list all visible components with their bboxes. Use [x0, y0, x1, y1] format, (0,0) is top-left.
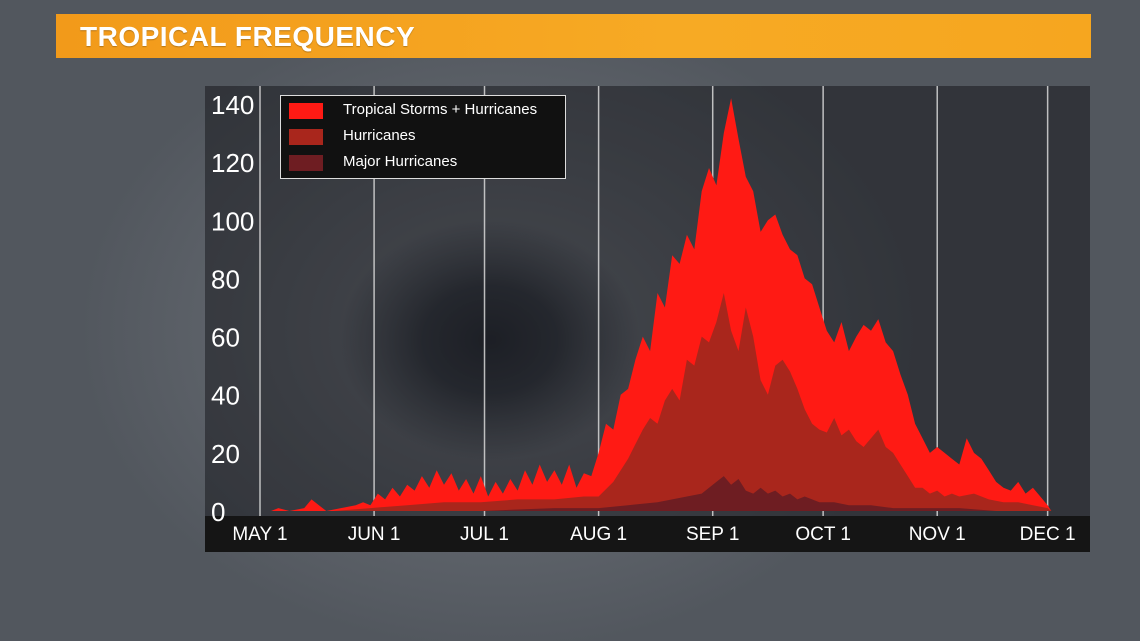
y-tick-label-40: 40	[211, 381, 240, 411]
x-tick-label-oct-1: OCT 1	[795, 524, 851, 545]
x-axis-band	[205, 516, 1090, 552]
area-series-major-hurricanes	[480, 476, 997, 511]
legend-swatch-hurricanes	[289, 129, 323, 145]
x-tick-label-jul-1: JUL 1	[460, 524, 509, 545]
legend-label-tropical-storms-hurricanes: Tropical Storms + Hurricanes	[343, 101, 538, 118]
y-tick-label-140: 140	[211, 90, 254, 120]
y-tick-label-20: 20	[211, 439, 240, 469]
x-tick-label-dec-1: DEC 1	[1020, 524, 1076, 545]
y-tick-label-120: 120	[211, 148, 254, 178]
x-tick-label-nov-1: NOV 1	[909, 524, 966, 545]
legend: Tropical Storms + Hurricanes Hurricanes …	[280, 95, 566, 179]
x-tick-label-jun-1: JUN 1	[348, 524, 401, 545]
area-series-tropical-storms-hurricanes	[271, 98, 1052, 511]
chart-svg: 0 20 40 60 80 100 120 140 MAY 1 JUN 1 JUL 1 AUG 1 SE…	[205, 86, 1090, 552]
legend-swatch-major-hurricanes	[289, 155, 323, 171]
legend-label-major-hurricanes: Major Hurricanes	[343, 153, 458, 170]
chart-panel: 0 20 40 60 80 100 120 140 MAY 1 JUN 1 JUL 1 AUG 1 SE…	[205, 86, 1090, 552]
y-tick-label-0: 0	[211, 497, 225, 527]
legend-label-hurricanes: Hurricanes	[343, 127, 416, 144]
legend-swatch-tropical-storms-hurricanes	[289, 103, 323, 119]
title-banner: TROPICAL FREQUENCY	[56, 14, 1091, 58]
x-tick-label-sep-1: SEP 1	[686, 524, 740, 545]
chart-title: TROPICAL FREQUENCY	[80, 21, 416, 52]
y-tick-label-60: 60	[211, 323, 240, 353]
area-series-hurricanes	[333, 293, 1052, 511]
x-tick-label-may-1: MAY 1	[232, 524, 287, 545]
y-tick-label-80: 80	[211, 264, 240, 294]
x-tick-label-aug-1: AUG 1	[570, 524, 627, 545]
y-tick-label-100: 100	[211, 206, 254, 236]
